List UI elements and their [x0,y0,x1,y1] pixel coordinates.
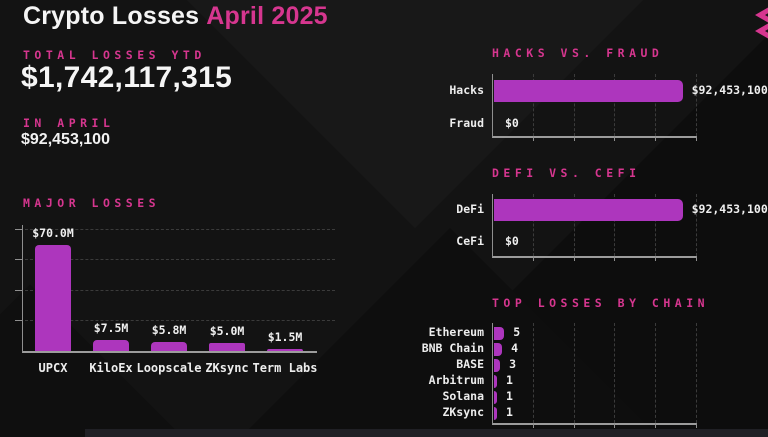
gridline [532,323,534,423]
bar-zksync [494,406,497,420]
bar-value-label: $7.5M [93,320,129,335]
brand-logo-icon [755,7,768,39]
in-april-value: $92,453,100 [21,131,110,148]
bar-value-label: $92,453,100 [691,202,768,216]
major-losses-chart: $70.0M UPCX $7.5M KiloEx $5.8M Loopscale $5.0M… [15,225,335,375]
category-label: KiloEx [89,361,133,375]
top-losses-by-chain-chart: Ethereum 5 BNB Chain 4 BASE 3 Arbitrum 1 Solana 1… [422,323,697,428]
hacks-vs-fraud-chart: Hacks $92,453,100 Fraud $0 [449,74,768,141]
axis-tick [655,256,657,261]
axis-tick [532,136,534,141]
page-title-accent: April 2025 [206,2,328,30]
bar-value-label: $0 [505,234,519,248]
axis-tick [655,136,657,141]
bar-value-label: $5.8M [151,323,187,338]
gridline [573,194,575,256]
gridline [696,194,697,256]
bar-bnb-chain [494,342,503,356]
category-label: Term Labs [252,361,318,375]
bar-kiloex [93,339,129,351]
gridline [696,74,697,136]
bar-value-label: 1 [506,389,513,403]
bar-base [494,358,501,372]
page-title-main: Crypto Losses [23,2,200,30]
bar-loopscale [151,342,187,351]
bar-solana [494,390,497,404]
bar-defi [494,199,683,221]
axis-tick [614,136,616,141]
axis-tick [573,256,575,261]
gridline [532,194,534,256]
category-label: Arbitrum [428,373,484,387]
axis-tick [614,256,616,261]
category-label: Loopscale [136,361,202,375]
footer-bar [85,429,768,437]
page-title: Crypto Losses April 2025 [23,2,328,31]
category-label: DeFi [456,202,484,216]
axis-tick [696,423,697,428]
axis-tick [573,136,575,141]
gridline [25,229,335,230]
axis-tick [15,319,23,321]
gridline [614,74,616,136]
bar-arbitrum [494,374,497,388]
category-label: ZKsync [205,361,249,375]
gridline [25,289,335,291]
gridline [655,323,657,423]
axis-tick [696,256,697,261]
in-april-label: IN APRIL [23,116,115,130]
axis-tick [15,259,23,261]
category-label: ZKsync [442,405,484,419]
bar-term-labs [267,348,303,351]
category-label: Hacks [449,83,484,97]
gridline [655,194,657,256]
gridline [25,259,335,261]
total-losses-ytd-label: TOTAL LOSSES YTD [23,48,206,62]
bar-value-label: $92,453,100 [691,83,768,97]
gridline [573,323,575,423]
axis-tick [614,423,616,428]
gridline [532,74,534,136]
bar-value-label: 4 [511,341,519,355]
axis-tick [655,423,657,428]
bar-value-label: $1.5M [267,329,303,344]
gridline [655,74,657,136]
axis-tick [15,229,23,230]
bar-upcx [35,245,71,351]
category-label: UPCX [38,361,68,375]
bar-value-label: $70.0M [32,226,74,241]
bar-zksync [209,343,245,351]
category-label: CeFi [456,234,484,248]
gridline [25,319,335,321]
top-losses-by-chain-title: TOP LOSSES BY CHAIN [492,296,710,310]
bar-ethereum [494,326,505,340]
axis-tick [532,423,534,428]
gridline [614,194,616,256]
category-label: BASE [456,357,484,371]
bar-value-label: 1 [506,405,513,419]
major-losses-title: MAJOR LOSSES [23,196,161,210]
defi-vs-cefi-title: DEFI VS. CEFI [492,166,641,180]
axis-tick [573,423,575,428]
total-losses-ytd-value: $1,742,117,315 [21,61,233,94]
bar-value-label: 5 [513,325,521,339]
category-label: Ethereum [428,325,484,339]
axis-tick [15,289,23,291]
category-label: BNB Chain [421,341,484,355]
gridline [614,323,616,423]
category-label: Fraud [449,116,484,130]
bar-value-label: 1 [506,373,513,387]
bar-hacks [494,80,683,102]
defi-vs-cefi-chart: DeFi $92,453,100 CeFi $0 [456,194,768,261]
category-label: Solana [442,389,484,403]
bar-value-label: 3 [509,357,517,371]
gridline [696,323,697,423]
axis-tick [696,136,697,141]
bar-value-label: $5.0M [209,324,245,339]
axis-tick [532,256,534,261]
bar-value-label: $0 [505,116,519,130]
hacks-vs-fraud-title: HACKS VS. FRAUD [492,46,664,60]
gridline [573,74,575,136]
